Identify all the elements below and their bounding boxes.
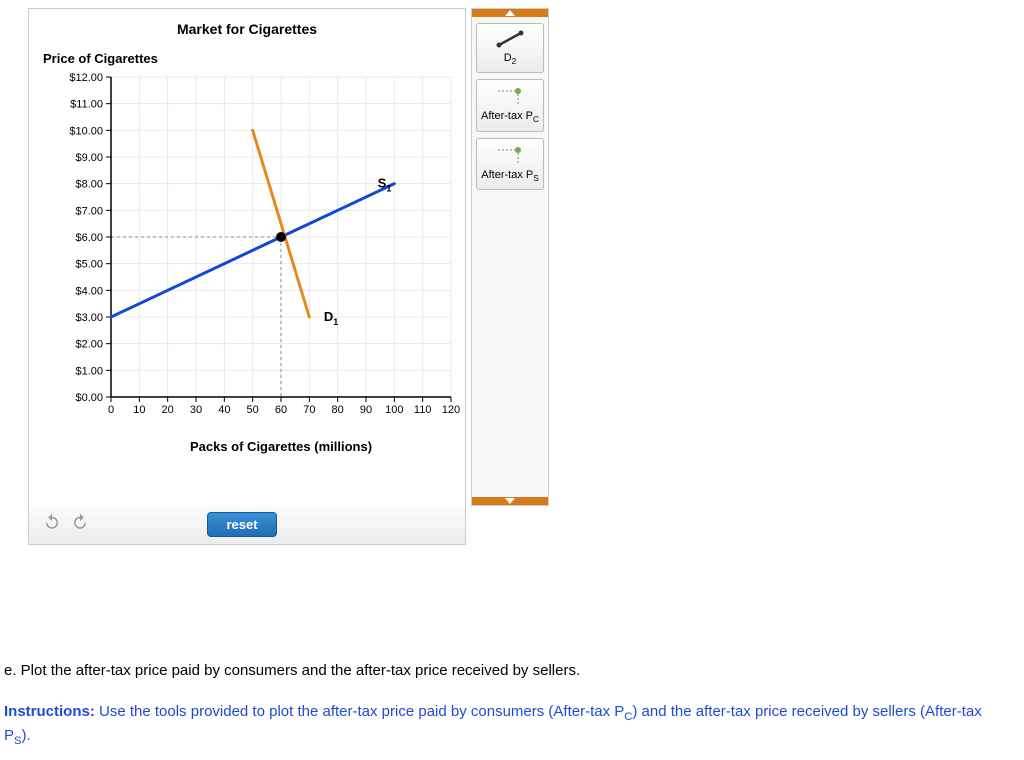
tools-list: D2 After-tax PC After-tax PS [472, 17, 548, 497]
svg-text:80: 80 [332, 404, 344, 416]
instructions-label: Instructions: [4, 703, 95, 720]
chart-plot-area[interactable]: $0.00$1.00$2.00$3.00$4.00$5.00$6.00$7.00… [111, 77, 451, 417]
svg-text:$9.00: $9.00 [75, 152, 103, 164]
svg-text:60: 60 [275, 404, 287, 416]
chart-title: Market for Cigarettes [29, 21, 465, 37]
svg-text:$4.00: $4.00 [75, 285, 103, 297]
svg-text:$10.00: $10.00 [69, 125, 103, 137]
redo-icon[interactable] [71, 513, 89, 536]
svg-text:40: 40 [218, 404, 230, 416]
svg-text:0: 0 [108, 404, 114, 416]
question-instructions: Instructions: Use the tools provided to … [4, 701, 1012, 751]
svg-text:70: 70 [303, 404, 315, 416]
svg-text:100: 100 [385, 404, 403, 416]
question-prompt: e. Plot the after-tax price paid by cons… [4, 660, 1012, 683]
tool-item-pc[interactable]: After-tax PC [476, 79, 544, 131]
svg-text:90: 90 [360, 404, 372, 416]
question-block: e. Plot the after-tax price paid by cons… [4, 660, 1012, 750]
svg-text:$8.00: $8.00 [75, 179, 103, 191]
y-axis-title: Price of Cigarettes [43, 51, 158, 66]
svg-text:120: 120 [442, 404, 460, 416]
tools-panel: D2 After-tax PC After-tax PS [471, 8, 549, 506]
svg-text:$6.00: $6.00 [75, 232, 103, 244]
svg-text:D1: D1 [324, 309, 338, 327]
svg-text:$11.00: $11.00 [70, 99, 103, 111]
tools-scroll-up[interactable] [472, 9, 548, 17]
svg-text:50: 50 [247, 404, 259, 416]
reset-button[interactable]: reset [207, 512, 276, 537]
svg-text:20: 20 [162, 404, 174, 416]
svg-text:110: 110 [414, 404, 432, 416]
graph-toolbar: reset [28, 505, 466, 545]
svg-text:$3.00: $3.00 [75, 312, 103, 324]
svg-text:$7.00: $7.00 [75, 205, 103, 217]
x-axis-title: Packs of Cigarettes (millions) [111, 439, 451, 454]
svg-text:10: 10 [133, 404, 145, 416]
svg-text:$1.00: $1.00 [75, 365, 103, 377]
tool-item-ps[interactable]: After-tax PS [476, 138, 544, 190]
svg-text:$0.00: $0.00 [75, 392, 103, 404]
undo-icon[interactable] [43, 513, 61, 536]
instructions-text: Use the tools provided to plot the after… [4, 703, 982, 745]
tools-scroll-down[interactable] [472, 497, 548, 505]
graph-panel: Market for Cigarettes Price of Cigarette… [28, 8, 466, 506]
svg-text:$12.00: $12.00 [69, 72, 103, 84]
svg-text:$5.00: $5.00 [75, 259, 103, 271]
svg-text:$2.00: $2.00 [75, 339, 103, 351]
chart-svg: $0.00$1.00$2.00$3.00$4.00$5.00$6.00$7.00… [111, 77, 451, 417]
svg-text:30: 30 [190, 404, 202, 416]
tool-item-d2[interactable]: D2 [476, 23, 544, 73]
